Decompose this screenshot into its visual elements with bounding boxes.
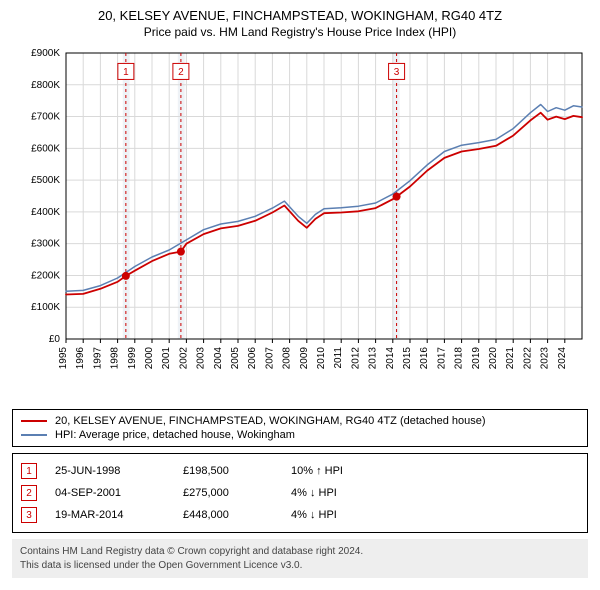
- x-tick-label: 2006: [247, 347, 258, 370]
- x-tick-label: 2024: [557, 347, 568, 370]
- event-row: 1 25-JUN-1998 £198,500 10% ↑ HPI: [21, 460, 579, 482]
- x-tick-label: 2016: [419, 347, 430, 370]
- x-tick-label: 2021: [505, 347, 516, 370]
- x-tick-label: 2014: [385, 347, 396, 370]
- chart-title: 20, KELSEY AVENUE, FINCHAMPSTEAD, WOKING…: [12, 8, 588, 23]
- x-tick-label: 2023: [540, 347, 551, 370]
- event-price: £275,000: [183, 487, 273, 499]
- event-price: £198,500: [183, 465, 273, 477]
- event-date: 19-MAR-2014: [55, 509, 165, 521]
- y-tick-label: £0: [49, 334, 61, 345]
- event-marker-badge-label: 1: [123, 67, 129, 78]
- chart-svg: £0 £100K £200K £300K £400K £500K £600K £700K £80…: [12, 43, 588, 403]
- y-tick-label: £300K: [31, 239, 60, 250]
- x-tick-label: 1996: [75, 347, 86, 370]
- x-tick-label: 2011: [333, 347, 344, 369]
- x-tick-label: 2017: [436, 347, 447, 370]
- x-tick-label: 2008: [282, 347, 293, 370]
- y-tick-label: £700K: [31, 112, 60, 123]
- footer-box: Contains HM Land Registry data © Crown c…: [12, 539, 588, 578]
- event-pct: 10% ↑ HPI: [291, 465, 401, 477]
- event-marker-badge-label: 3: [394, 67, 400, 78]
- event-marker-dot: [393, 193, 401, 201]
- event-date: 25-JUN-1998: [55, 465, 165, 477]
- y-tick-label: £500K: [31, 175, 60, 186]
- legend-swatch: [21, 434, 47, 436]
- x-tick-label: 2000: [144, 347, 155, 370]
- y-tick-label: £200K: [31, 270, 60, 281]
- x-tick-label: 1995: [58, 347, 69, 370]
- x-tick-label: 1997: [92, 347, 103, 370]
- footer-line-1: Contains HM Land Registry data © Crown c…: [20, 545, 580, 559]
- x-tick-label: 2013: [368, 347, 379, 370]
- event-pct: 4% ↓ HPI: [291, 487, 401, 499]
- x-tick-label: 2018: [454, 347, 465, 370]
- x-tick-label: 2019: [471, 347, 482, 370]
- event-pct: 4% ↓ HPI: [291, 509, 401, 521]
- legend-item: HPI: Average price, detached house, Woki…: [21, 428, 579, 442]
- legend-label: 20, KELSEY AVENUE, FINCHAMPSTEAD, WOKING…: [55, 415, 486, 427]
- legend-swatch: [21, 420, 47, 422]
- x-tick-label: 2001: [161, 347, 172, 370]
- legend-item: 20, KELSEY AVENUE, FINCHAMPSTEAD, WOKING…: [21, 414, 579, 428]
- x-tick-label: 2012: [350, 347, 361, 370]
- event-row: 2 04-SEP-2001 £275,000 4% ↓ HPI: [21, 482, 579, 504]
- chart-container: 20, KELSEY AVENUE, FINCHAMPSTEAD, WOKING…: [0, 0, 600, 590]
- event-badge: 1: [21, 463, 37, 479]
- y-tick-label: £100K: [31, 302, 60, 313]
- y-tick-label: £800K: [31, 80, 60, 91]
- events-box: 1 25-JUN-1998 £198,500 10% ↑ HPI 2 04-SEP-200…: [12, 453, 588, 533]
- x-tick-label: 2004: [213, 347, 224, 370]
- x-tick-label: 2002: [178, 347, 189, 370]
- event-badge: 3: [21, 507, 37, 523]
- y-tick-label: £400K: [31, 207, 60, 218]
- event-date: 04-SEP-2001: [55, 487, 165, 499]
- event-marker-dot: [122, 272, 130, 280]
- x-tick-label: 2005: [230, 347, 241, 370]
- x-tick-label: 2010: [316, 347, 327, 370]
- y-tick-label: £600K: [31, 143, 60, 154]
- x-tick-label: 2009: [299, 347, 310, 370]
- x-tick-label: 2003: [196, 347, 207, 370]
- chart-area: £0 £100K £200K £300K £400K £500K £600K £700K £80…: [12, 43, 588, 403]
- event-row: 3 19-MAR-2014 £448,000 4% ↓ HPI: [21, 504, 579, 526]
- x-tick-label: 2015: [402, 347, 413, 370]
- x-tick-label: 2022: [522, 347, 533, 370]
- title-block: 20, KELSEY AVENUE, FINCHAMPSTEAD, WOKING…: [12, 8, 588, 39]
- x-tick-label: 1998: [110, 347, 121, 370]
- y-tick-label: £900K: [31, 48, 60, 59]
- legend-box: 20, KELSEY AVENUE, FINCHAMPSTEAD, WOKING…: [12, 409, 588, 447]
- chart-subtitle: Price paid vs. HM Land Registry's House …: [12, 25, 588, 39]
- legend-label: HPI: Average price, detached house, Woki…: [55, 429, 295, 441]
- event-price: £448,000: [183, 509, 273, 521]
- x-tick-label: 2007: [264, 347, 275, 370]
- x-tick-label: 2020: [488, 347, 499, 370]
- x-tick-label: 1999: [127, 347, 138, 370]
- event-marker-dot: [177, 248, 185, 256]
- footer-line-2: This data is licensed under the Open Gov…: [20, 559, 580, 573]
- event-badge: 2: [21, 485, 37, 501]
- event-marker-badge-label: 2: [178, 67, 184, 78]
